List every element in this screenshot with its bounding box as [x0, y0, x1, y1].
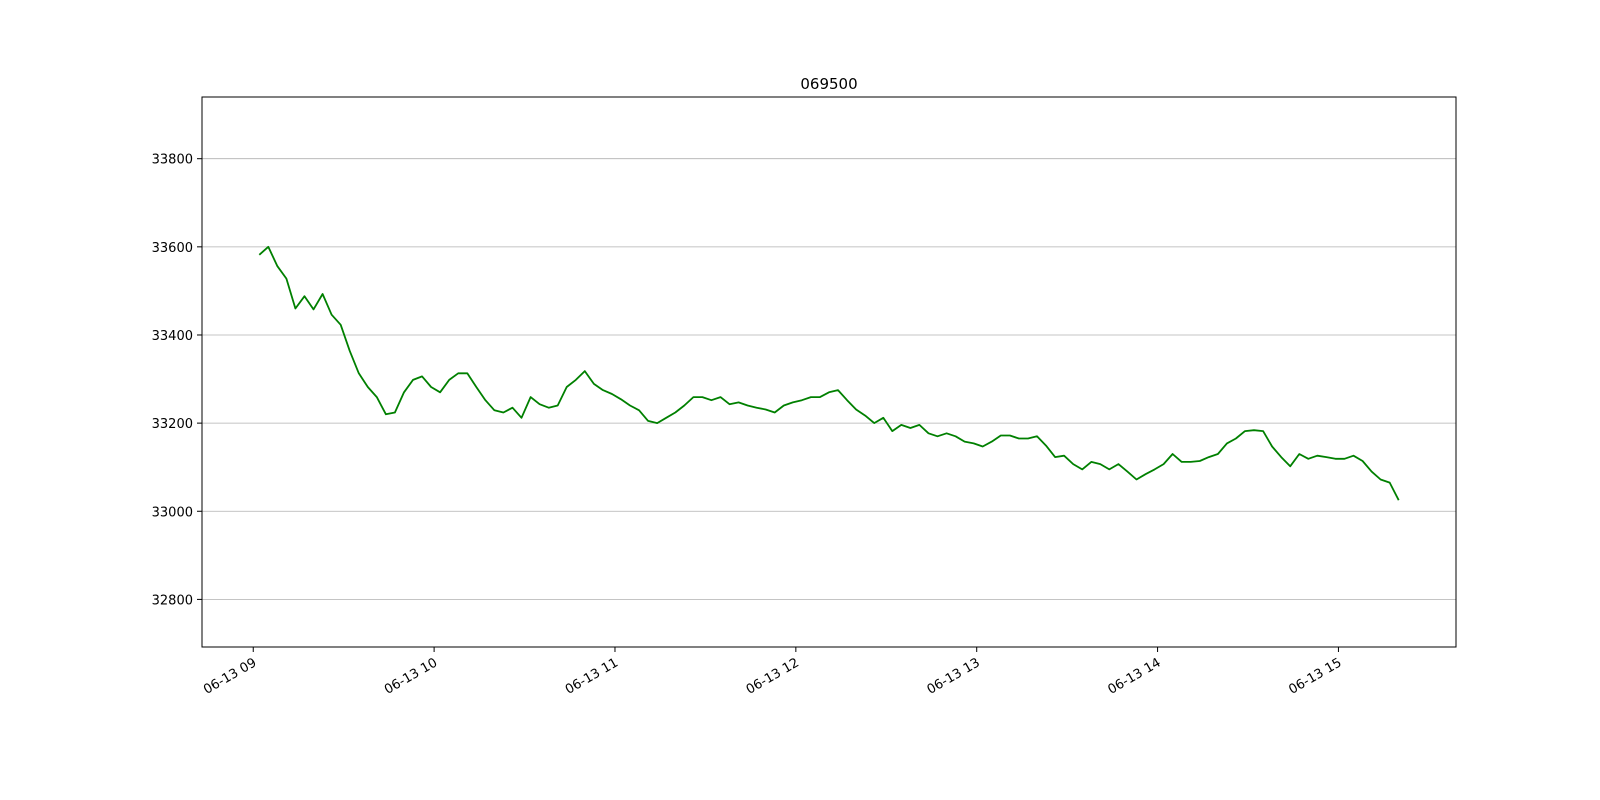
x-tick-label: 06-13 09 [201, 655, 259, 697]
x-tick-label: 06-13 10 [382, 655, 440, 697]
x-tick-label: 06-13 11 [563, 655, 621, 697]
plot-frame [201, 96, 1457, 648]
y-tick-label: 33400 [152, 329, 193, 344]
y-tick-label: 32800 [152, 593, 193, 608]
y-tick-label: 33200 [152, 417, 193, 432]
x-tick-label: 06-13 15 [1286, 655, 1344, 697]
y-tick-label: 33000 [152, 505, 193, 520]
chart-title: 069500 [800, 75, 857, 93]
x-tick-label: 06-13 12 [744, 655, 802, 697]
y-tick-label: 33800 [152, 153, 193, 168]
x-tick-label: 06-13 13 [925, 655, 983, 697]
line [258, 245, 1400, 501]
x-tick-label: 06-13 14 [1105, 655, 1163, 697]
y-tick-label: 33600 [152, 241, 193, 256]
